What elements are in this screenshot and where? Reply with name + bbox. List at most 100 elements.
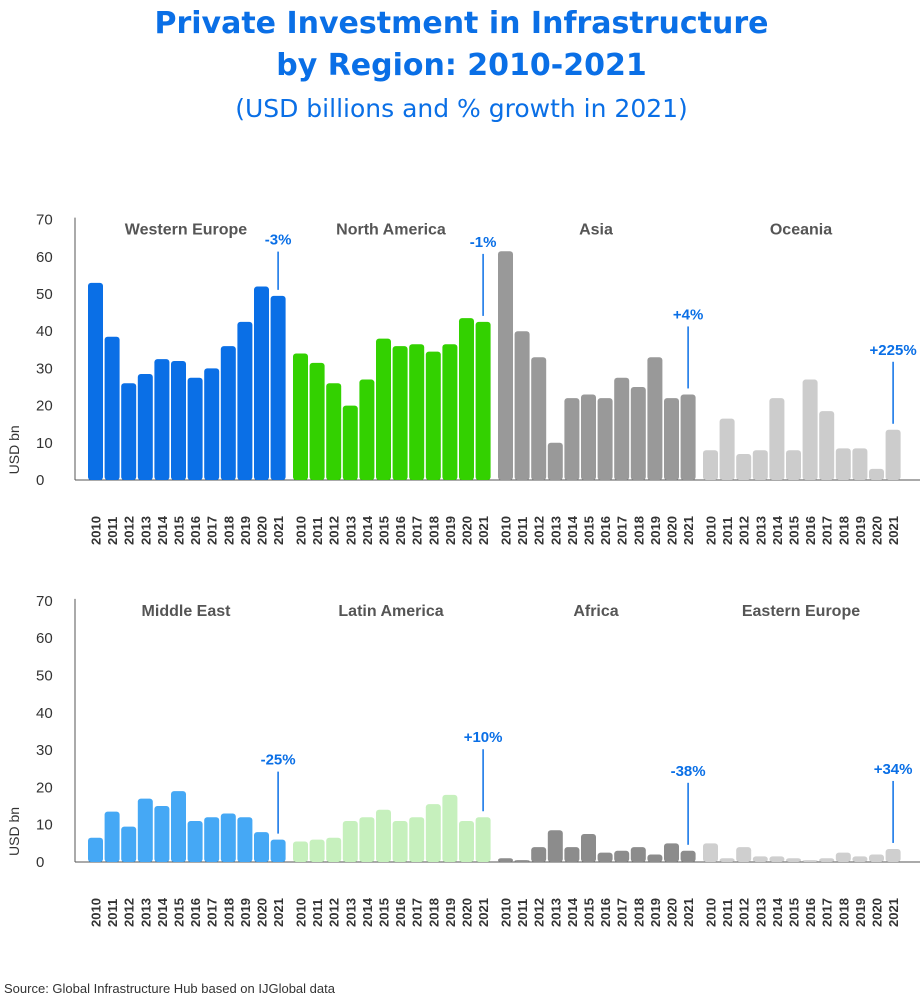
bar-latin-america-2010 [293, 841, 308, 862]
x-tick-label: 2019 [648, 516, 663, 545]
x-tick-label: 2012 [327, 898, 342, 927]
bar-eastern-europe-2016 [802, 860, 818, 862]
bar-latin-america-2011 [309, 839, 325, 862]
x-tick-label: 2014 [360, 515, 375, 545]
x-tick-label: 2011 [515, 899, 530, 927]
x-tick-label: 2017 [820, 516, 835, 545]
x-tick-label: 2011 [515, 517, 530, 545]
x-tick-label: 2020 [255, 898, 270, 927]
growth-annotation: +34% [874, 761, 913, 778]
x-tick-label: 2015 [377, 898, 392, 927]
x-tick-label: 2020 [870, 516, 885, 545]
y-tick-label: 30 [36, 360, 53, 377]
bar-oceania-2013 [752, 450, 768, 480]
x-tick-label: 2012 [737, 516, 752, 545]
bar-eastern-europe-2011 [719, 858, 735, 862]
bar-north-america-2011 [309, 362, 325, 480]
x-tick-label: 2021 [476, 898, 491, 927]
x-tick-label: 2013 [138, 516, 153, 545]
x-tick-label: 2015 [582, 516, 597, 545]
x-tick-label: 2021 [681, 898, 696, 927]
x-tick-label: 2010 [294, 898, 309, 927]
x-tick-label: 2018 [631, 898, 646, 927]
bar-latin-america-2016 [392, 820, 408, 862]
bar-middle-east-2010 [88, 837, 103, 862]
bar-oceania-2015 [786, 450, 801, 480]
x-tick-label: 2015 [172, 516, 187, 545]
bar-western-europe-2020 [254, 286, 269, 480]
bar-western-europe-2018 [220, 346, 236, 480]
bar-north-america-2013 [342, 405, 358, 480]
x-tick-label: 2017 [205, 516, 220, 545]
bar-eastern-europe-2010 [703, 843, 718, 862]
bar-western-europe-2015 [171, 360, 186, 480]
x-tick-label: 2013 [138, 898, 153, 927]
bar-asia-2014 [564, 398, 580, 480]
bar-north-america-2019 [442, 344, 458, 480]
x-tick-label: 2018 [836, 898, 851, 927]
x-tick-label: 2012 [327, 516, 342, 545]
source-note: Source: Global Infrastructure Hub based … [4, 981, 335, 996]
bar-africa-2013 [547, 830, 563, 862]
x-tick-label: 2020 [255, 516, 270, 545]
x-tick-label: 2019 [853, 898, 868, 927]
bar-western-europe-2012 [121, 383, 137, 480]
bar-middle-east-2017 [204, 817, 220, 862]
bar-western-europe-2019 [237, 321, 253, 480]
chart-subtitle: (USD billions and % growth in 2021) [235, 94, 688, 123]
x-tick-label: 2020 [665, 898, 680, 927]
bar-north-america-2017 [409, 344, 425, 480]
x-tick-label: 2020 [460, 898, 475, 927]
series-label: Latin America [338, 603, 443, 620]
bar-middle-east-2021 [270, 839, 286, 862]
chart-title-line-1: Private Investment in Infrastructure [154, 6, 769, 41]
x-tick-label: 2015 [787, 898, 802, 927]
x-tick-label: 2011 [310, 899, 325, 927]
bar-oceania-2019 [852, 448, 868, 480]
y-tick-label: 30 [36, 742, 53, 759]
bar-western-europe-2011 [104, 336, 120, 480]
x-tick-label: 2019 [238, 516, 253, 545]
bar-north-america-2016 [392, 346, 408, 480]
bar-north-america-2020 [459, 318, 474, 480]
x-tick-label: 2014 [155, 897, 170, 927]
x-tick-label: 2013 [753, 516, 768, 545]
series-label: Africa [573, 603, 618, 620]
bar-latin-america-2017 [409, 817, 425, 862]
growth-annotation: +10% [464, 729, 503, 746]
growth-annotation: -25% [261, 752, 296, 769]
x-tick-label: 2010 [499, 898, 514, 927]
x-tick-label: 2012 [532, 516, 547, 545]
x-tick-label: 2013 [343, 898, 358, 927]
bar-eastern-europe-2015 [786, 858, 801, 862]
bar-middle-east-2014 [154, 806, 170, 862]
x-tick-label: 2013 [753, 898, 768, 927]
x-tick-label: 2018 [631, 516, 646, 545]
bar-asia-2010 [498, 251, 513, 480]
bar-middle-east-2013 [137, 798, 153, 862]
x-tick-label: 2015 [172, 898, 187, 927]
x-tick-label: 2017 [820, 898, 835, 927]
bar-middle-east-2015 [171, 791, 186, 862]
x-tick-label: 2020 [870, 898, 885, 927]
bar-africa-2010 [498, 858, 513, 862]
x-tick-label: 2015 [582, 898, 597, 927]
y-tick-label: 10 [36, 817, 53, 834]
bar-latin-america-2020 [459, 820, 474, 862]
x-tick-label: 2016 [188, 898, 203, 927]
bar-north-america-2010 [293, 353, 308, 480]
bar-western-europe-2014 [154, 359, 170, 480]
x-tick-label: 2013 [548, 898, 563, 927]
bar-africa-2019 [647, 854, 663, 862]
bar-north-america-2015 [376, 338, 391, 480]
bar-oceania-2020 [869, 468, 884, 480]
bar-eastern-europe-2012 [736, 847, 752, 862]
x-tick-label: 2017 [410, 516, 425, 545]
x-tick-label: 2018 [426, 898, 441, 927]
x-tick-label: 2019 [443, 898, 458, 927]
bar-western-europe-2016 [187, 377, 203, 480]
